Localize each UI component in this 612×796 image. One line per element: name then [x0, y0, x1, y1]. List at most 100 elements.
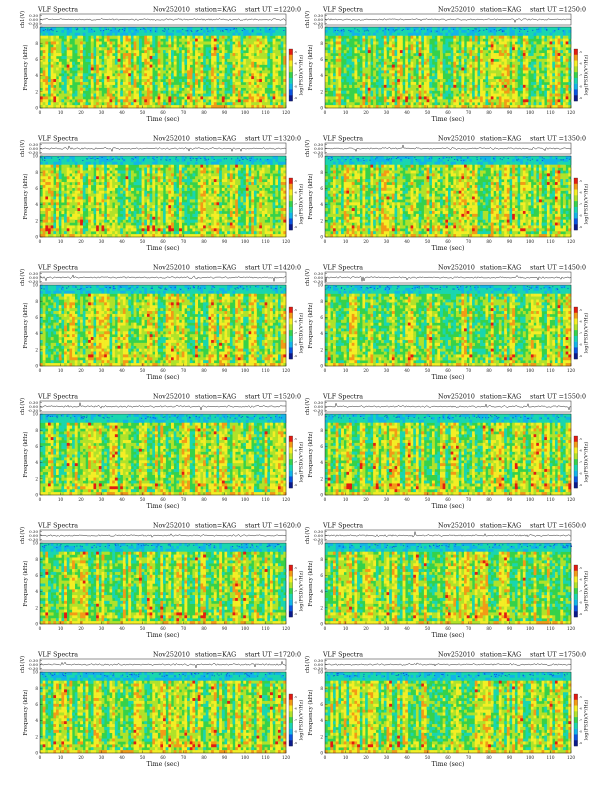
- colorbar-swatch: [574, 207, 578, 213]
- x-tick-label: 0: [39, 626, 42, 631]
- panel-start-time: start UT =1350:0: [530, 136, 586, 143]
- colorbar-tick-label: -9: [579, 354, 582, 358]
- colorbar-swatch: [289, 319, 293, 325]
- x-tick-label: 60: [160, 497, 166, 502]
- colorbar-tick-label: -7: [579, 73, 582, 77]
- colorbar-swatch: [574, 61, 578, 67]
- colorbar-swatch: [289, 178, 293, 184]
- panel-date: Nov252010: [153, 136, 190, 143]
- panel-start-time: start UT =1720:0: [245, 652, 301, 659]
- panel-start-time: start UT =1550:0: [530, 394, 586, 401]
- x-tick-label: 30: [99, 497, 105, 502]
- panel-start-time: start UT =1750:0: [530, 652, 586, 659]
- colorbar-swatch: [574, 459, 578, 465]
- colorbar-tick-label: -6: [579, 320, 582, 324]
- x-tick-label: 0: [324, 497, 327, 502]
- colorbar-swatch: [574, 72, 578, 78]
- colorbar-swatch: [289, 700, 293, 706]
- colorbar-tick-label: -6: [579, 191, 582, 195]
- colorbar-swatch: [574, 571, 578, 577]
- colorbar-swatch: [574, 190, 578, 196]
- x-tick-label: 60: [160, 626, 166, 631]
- colorbar-tick-label: -7: [579, 589, 582, 593]
- colorbar-swatch: [574, 95, 578, 101]
- colorbar-swatch: [574, 218, 578, 224]
- x-tick-label: 10: [58, 755, 64, 760]
- x-axis-label: Time (sec): [147, 761, 180, 768]
- y-tick-label: 4: [320, 460, 323, 465]
- waveform-axis-label: ch1(V): [19, 398, 26, 415]
- colorbar-swatch: [574, 324, 578, 330]
- y-axis-label: Frequency (kHz): [307, 45, 314, 91]
- x-tick-label: 90: [507, 368, 513, 373]
- panel-station: station=KAG: [195, 136, 236, 143]
- colorbar-tick-label: -9: [579, 483, 582, 487]
- y-tick-label: 6: [320, 57, 323, 62]
- panel-station: station=KAG: [195, 523, 236, 530]
- colorbar-swatch: [289, 342, 293, 348]
- x-tick-label: 120: [282, 239, 290, 244]
- y-tick-label: 6: [35, 573, 38, 578]
- y-tick-label: 6: [35, 315, 38, 320]
- colorbar-tick-label: -8: [294, 85, 297, 89]
- colorbar-tick-label: -6: [294, 578, 297, 582]
- colorbar-swatch: [289, 72, 293, 78]
- x-tick-label: 0: [39, 497, 42, 502]
- colorbar-swatch: [574, 213, 578, 219]
- colorbar-swatch: [289, 729, 293, 735]
- x-tick-label: 10: [58, 497, 64, 502]
- y-axis-label: Frequency (kHz): [22, 45, 29, 91]
- colorbar-swatch: [574, 78, 578, 84]
- panel-title: VLF Spectra: [322, 136, 363, 143]
- colorbar-swatch: [289, 89, 293, 95]
- colorbar-swatch: [289, 66, 293, 72]
- panel-start-time: start UT =1220:0: [245, 7, 301, 14]
- colorbar-swatch: [289, 330, 293, 336]
- x-axis-label: Time (sec): [147, 503, 180, 510]
- panel-date: Nov252010: [153, 652, 190, 659]
- x-tick-label: 30: [99, 239, 105, 244]
- panel-date: Nov252010: [438, 7, 475, 14]
- y-tick-label: 10: [318, 25, 324, 30]
- colorbar-label: log(PSD)(V²/Hz): [583, 313, 590, 354]
- colorbar-swatch: [289, 313, 293, 319]
- colorbar-swatch: [574, 453, 578, 459]
- waveform-axis-label: ch1(V): [304, 269, 311, 286]
- x-tick-label: 90: [222, 626, 228, 631]
- x-tick-label: 110: [262, 755, 270, 760]
- colorbar-swatch: [289, 476, 293, 482]
- x-tick-label: 120: [282, 497, 290, 502]
- y-tick-label: 4: [320, 331, 323, 336]
- x-tick-label: 110: [262, 368, 270, 373]
- colorbar-label: log(PSD)(V²/Hz): [583, 700, 590, 741]
- x-tick-label: 70: [181, 239, 187, 244]
- colorbar-swatch: [289, 588, 293, 594]
- colorbar-tick-label: -9: [294, 483, 297, 487]
- colorbar-swatch: [574, 740, 578, 746]
- x-tick-label: 90: [222, 755, 228, 760]
- colorbar-label: log(PSD)(V²/Hz): [298, 55, 305, 96]
- colorbar-swatch: [289, 213, 293, 219]
- x-tick-label: 80: [201, 368, 207, 373]
- panel-date: Nov252010: [438, 265, 475, 272]
- x-tick-label: 20: [78, 239, 84, 244]
- x-tick-label: 100: [241, 239, 249, 244]
- x-tick-label: 100: [241, 497, 249, 502]
- colorbar-swatch: [289, 717, 293, 723]
- y-tick-label: 8: [320, 41, 323, 46]
- x-tick-label: 60: [445, 755, 451, 760]
- x-tick-label: 90: [507, 755, 513, 760]
- waveform-axis-label: ch1(V): [304, 140, 311, 157]
- waveform-frame: [40, 14, 286, 25]
- y-tick-label: 8: [35, 428, 38, 433]
- x-tick-label: 50: [140, 497, 146, 502]
- waveform-axis-label: ch1(V): [19, 656, 26, 673]
- x-tick-label: 0: [324, 110, 327, 115]
- x-tick-label: 110: [262, 626, 270, 631]
- x-tick-label: 110: [547, 497, 555, 502]
- y-tick-label: 6: [35, 702, 38, 707]
- colorbar-label: log(PSD)(V²/Hz): [583, 184, 590, 225]
- colorbar-label: log(PSD)(V²/Hz): [298, 700, 305, 741]
- x-tick-label: 120: [567, 626, 575, 631]
